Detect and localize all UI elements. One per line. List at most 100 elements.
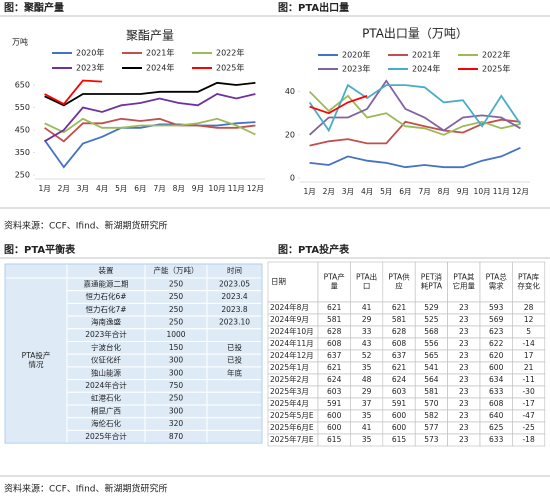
cell-text: 621 <box>392 303 407 312</box>
cell-text: 2025年5月E <box>270 410 314 420</box>
cell-text: 250 <box>169 279 184 288</box>
cell-text: 573 <box>424 435 439 444</box>
cell-text: 637 <box>327 351 342 360</box>
cell-text: 250 <box>169 292 184 301</box>
cell-text: 2025年2月 <box>270 374 309 384</box>
cell-text: 12 <box>524 315 534 324</box>
table-cell <box>4 263 68 279</box>
series-line <box>44 81 256 107</box>
cell-text: 23 <box>459 399 469 408</box>
cell-text: 608 <box>489 399 504 408</box>
cell-text: 300 <box>169 406 184 415</box>
x-tick-label: 4月 <box>96 184 108 193</box>
cell-text: PTA出口 <box>356 272 377 291</box>
x-tick-label: 7月 <box>153 184 165 193</box>
cell-text: PET消耗PTA <box>421 272 443 291</box>
legend-label: 2023年 <box>342 64 370 74</box>
cell-text: 已投 <box>227 355 242 365</box>
cell-text: 独山能源 <box>91 367 121 377</box>
series-line <box>308 90 521 136</box>
cell-text: 581 <box>392 315 407 324</box>
cell-text: 250 <box>169 305 184 314</box>
cell-text: 海伦石化 <box>91 418 121 428</box>
x-tick-label: 5月 <box>115 184 127 193</box>
cell-text: 624 <box>327 375 342 384</box>
cell-text: 633 <box>489 387 504 396</box>
cell-text: 608 <box>392 339 407 348</box>
cell-text: 23 <box>459 315 469 324</box>
x-tick-label: 9月 <box>192 184 204 193</box>
cell-text: -17 <box>522 399 534 408</box>
cell-text: 600 <box>327 411 342 420</box>
cell-text: 23 <box>459 351 469 360</box>
legend-label: 2022年 <box>482 50 510 60</box>
cell-text: 621 <box>327 363 342 372</box>
x-tick-label: 3月 <box>342 187 354 196</box>
y-tick-label: 450 <box>15 126 30 135</box>
cell-text: 5 <box>526 327 531 336</box>
cell-text: 装置 <box>99 265 114 275</box>
cell-text: 时间 <box>227 265 242 275</box>
cell-text: 2024年9月 <box>270 314 309 324</box>
cell-text: 628 <box>392 327 407 336</box>
cell-text: 633 <box>489 435 504 444</box>
x-tick-label: 8月 <box>173 184 185 193</box>
cell-text: 41 <box>362 303 372 312</box>
cell-text: 565 <box>424 351 439 360</box>
cell-text: 2024年合计 <box>85 380 127 390</box>
series-line <box>309 146 521 169</box>
x-tick-label: 12月 <box>247 184 264 193</box>
cell-text: PTA其它用量 <box>453 273 476 291</box>
cell-text: 870 <box>169 432 184 441</box>
cell-text: 640 <box>489 411 504 420</box>
cell-text: 嘉通能源二期 <box>84 278 129 288</box>
figure-label: 图：聚酯产量 <box>4 1 64 14</box>
cell-text: 625 <box>489 423 504 432</box>
cell-text: 2025年3月 <box>270 386 309 396</box>
cell-text: 41 <box>362 423 372 432</box>
cell-text: 608 <box>327 339 342 348</box>
cell-text: 2024年11月 <box>270 338 314 348</box>
cell-text: 591 <box>327 399 342 408</box>
cell-text: 已投 <box>227 342 242 352</box>
cell-text: 28 <box>524 303 534 312</box>
table-cell <box>206 379 263 393</box>
chart-title: PTA出口量（万吨） <box>362 27 468 41</box>
cell-text: PTA产量 <box>324 272 345 291</box>
cell-text: 529 <box>424 303 439 312</box>
cell-text: 600 <box>392 423 407 432</box>
cell-text: -14 <box>522 339 534 348</box>
cell-text: 582 <box>424 411 439 420</box>
cell-text: PTA总需求 <box>486 272 508 291</box>
x-tick-label: 7月 <box>418 187 430 196</box>
y-tick-label: 250 <box>15 171 30 180</box>
cell-text: 637 <box>392 351 407 360</box>
cell-text: -25 <box>522 423 534 432</box>
table-cell <box>350 261 384 303</box>
cell-text: 海南逸盛 <box>91 316 121 326</box>
cell-text: 2025年1月 <box>270 362 309 372</box>
y-tick-label: 650 <box>15 81 30 90</box>
cell-text: PTA供应 <box>388 272 410 291</box>
table-cell <box>206 417 263 431</box>
cell-text: 恒力石化7# <box>85 304 126 314</box>
cell-text: 250 <box>169 317 184 326</box>
table-cell <box>206 404 263 419</box>
legend-label: 2023年 <box>76 63 104 73</box>
cell-text: 621 <box>327 303 342 312</box>
table-cell <box>206 391 263 406</box>
cell-text: -47 <box>522 411 534 420</box>
cell-text: 564 <box>424 375 439 384</box>
cell-text: 仪征化纤 <box>91 355 121 365</box>
legend-label: 2021年 <box>146 48 174 58</box>
y-tick-label: 350 <box>15 148 30 157</box>
figure-label: 图：PTA出口量 <box>278 1 349 14</box>
cell-text: 21 <box>524 363 534 372</box>
table-frame <box>4 263 263 444</box>
figure-label: 图：PTA投产表 <box>278 243 350 256</box>
series-line <box>308 79 521 136</box>
cell-text: 1000 <box>166 330 185 339</box>
cell-text: 52 <box>362 351 372 360</box>
x-tick-label: 4月 <box>361 187 373 196</box>
